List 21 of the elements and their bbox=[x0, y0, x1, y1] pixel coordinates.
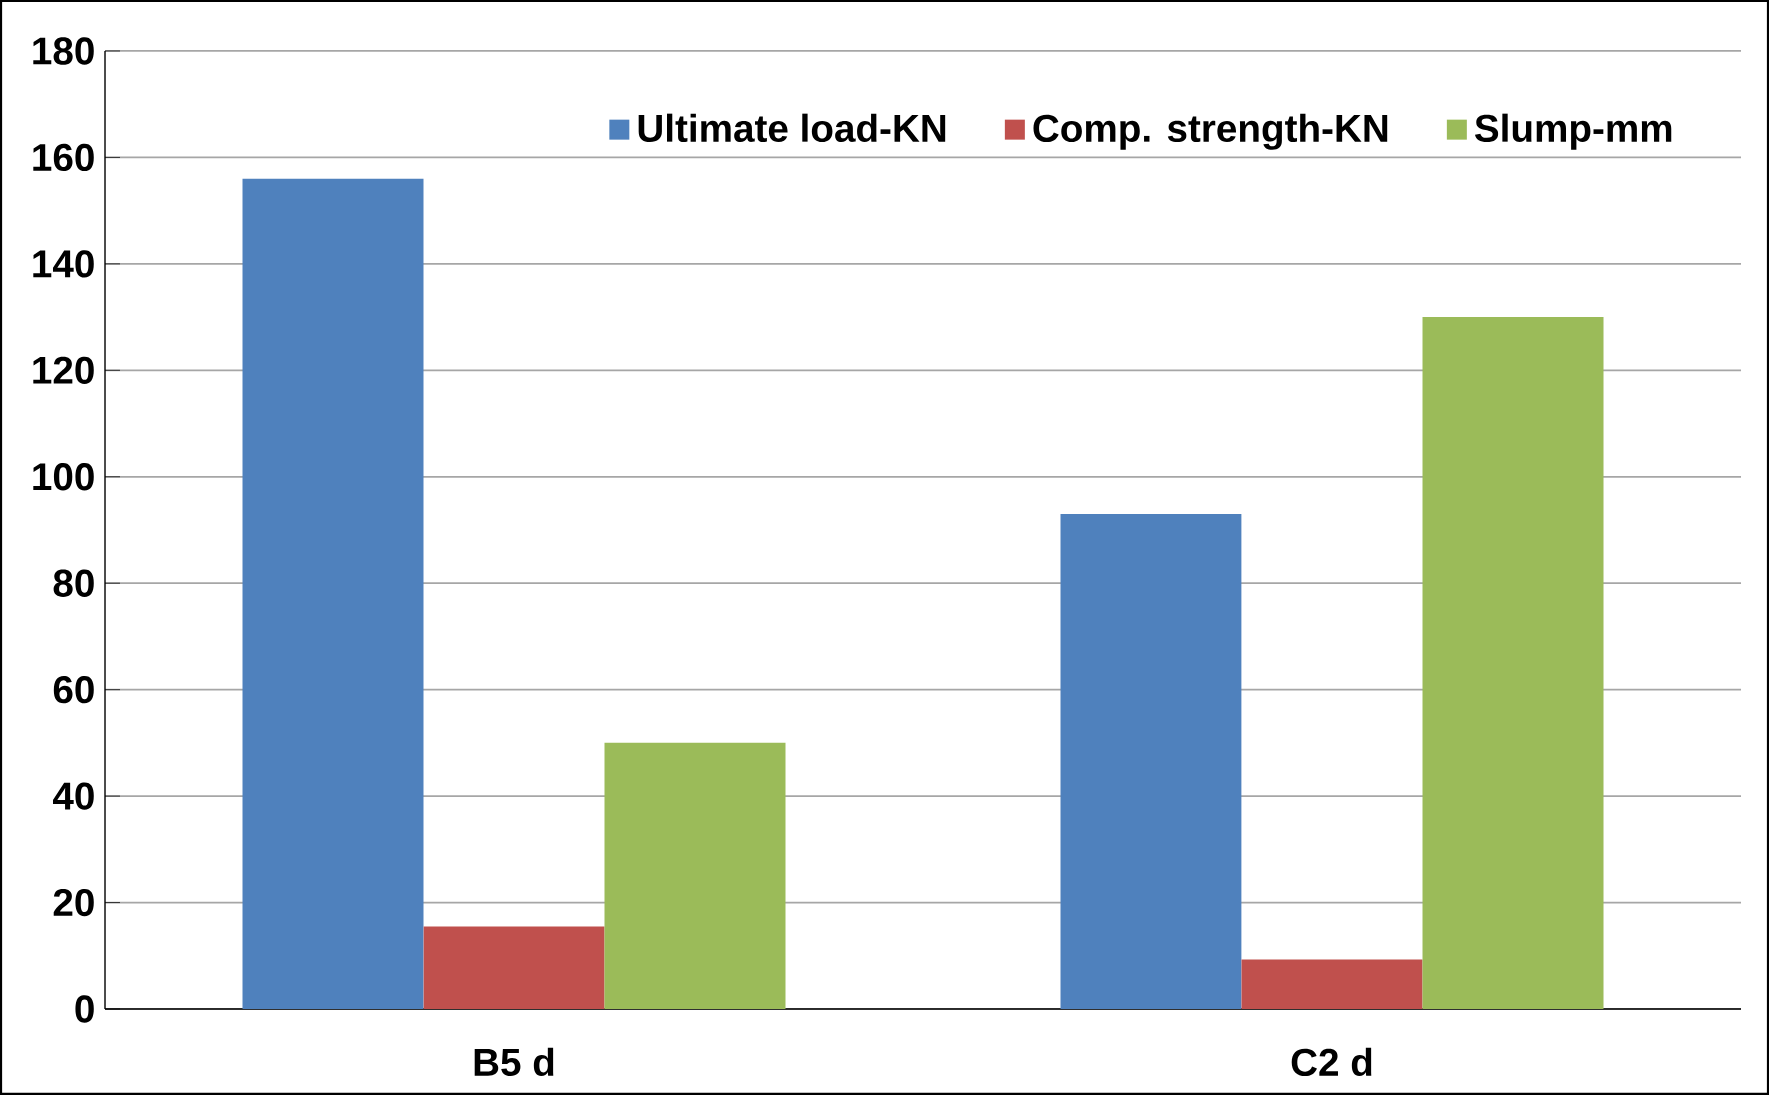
y-tick-label: 40 bbox=[53, 782, 94, 810]
bar bbox=[1422, 317, 1604, 1009]
y-tick-label: 60 bbox=[53, 676, 94, 704]
y-tick-label: 20 bbox=[53, 888, 94, 917]
x-tick-label: B5 d bbox=[474, 1047, 554, 1077]
legend-label: Comp. strength-KN bbox=[1033, 113, 1388, 150]
y-tick-label: 140 bbox=[33, 250, 94, 278]
x-tick-label: C2 d bbox=[1291, 1047, 1372, 1077]
bar bbox=[242, 178, 424, 1009]
bar bbox=[1241, 959, 1423, 1009]
bar bbox=[1060, 514, 1242, 1009]
y-tick-label: 180 bbox=[33, 37, 94, 65]
y-tick-label: 120 bbox=[33, 356, 94, 385]
bar bbox=[604, 742, 786, 1009]
legend-label: Slump-mm bbox=[1474, 113, 1672, 150]
y-tick-label: 0 bbox=[75, 995, 94, 1023]
y-tick-label: 160 bbox=[33, 143, 94, 172]
legend-label: Ultimate load-KN bbox=[638, 113, 946, 143]
y-tick-label: 80 bbox=[53, 569, 94, 597]
y-tick-label: 100 bbox=[33, 463, 94, 491]
bar bbox=[423, 926, 605, 1009]
